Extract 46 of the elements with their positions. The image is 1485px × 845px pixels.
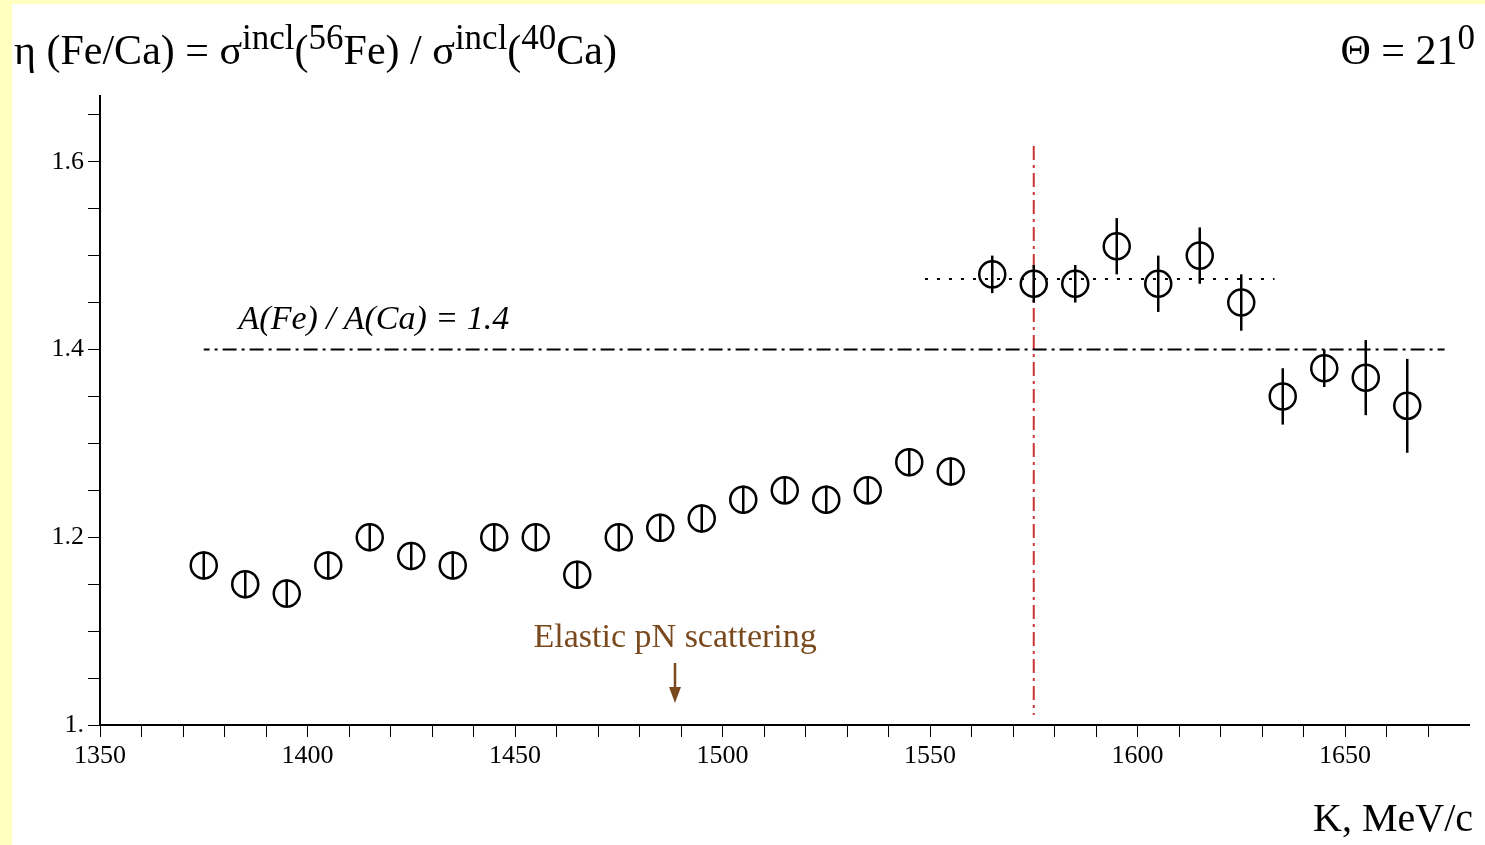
point (1393, 391, 1422, 421)
y-tick-label: 1.6 (51, 145, 84, 175)
point (1061, 269, 1090, 299)
point (314, 551, 343, 580)
point (397, 541, 426, 571)
point (687, 504, 716, 533)
point (812, 485, 841, 514)
point (1185, 241, 1214, 270)
x-tick-label: 1450 (489, 740, 541, 770)
x-tick-label: 1600 (1111, 740, 1164, 770)
point (604, 522, 633, 552)
point (770, 476, 799, 505)
x-tick-label: 1400 (281, 740, 334, 770)
chart-title: η (Fe/Ca) = σ$^{incl}$($^{56}$Fe) / σ$^{incl}$($^{40}$Ca) (14, 18, 618, 73)
point (1268, 382, 1297, 411)
point (729, 485, 758, 514)
x-tick-label: 1500 (696, 740, 749, 770)
x-tick-label: 1350 (74, 740, 126, 770)
point (1227, 288, 1256, 317)
y-tick-label: 1.2 (51, 521, 84, 551)
point (646, 513, 675, 543)
point (521, 522, 550, 552)
point (480, 522, 509, 552)
chart-subtitle: Θ = 21$^{0}$ (1340, 18, 1475, 74)
point (272, 579, 301, 608)
point (1144, 269, 1173, 299)
point (895, 447, 924, 477)
point (1019, 269, 1048, 299)
x-tick-label: 1550 (904, 740, 956, 770)
point (853, 476, 882, 505)
point (1351, 363, 1380, 392)
point (978, 260, 1007, 289)
point (231, 569, 260, 599)
annotation: A(Fe) / A(Ca) = 1.4 (236, 299, 510, 338)
x-axis-title: K, MeV/c (1313, 794, 1473, 841)
point (936, 457, 965, 486)
annotation: Elastic pN scattering (533, 616, 817, 654)
y-tick-label: 1.4 (51, 333, 84, 363)
point (1310, 354, 1339, 383)
point (438, 551, 467, 580)
x-tick-label: 1650 (1319, 740, 1371, 770)
point (1102, 231, 1131, 261)
point (563, 560, 592, 590)
y-tick-label: 1. (64, 708, 84, 738)
point (355, 522, 384, 552)
point (189, 551, 218, 580)
